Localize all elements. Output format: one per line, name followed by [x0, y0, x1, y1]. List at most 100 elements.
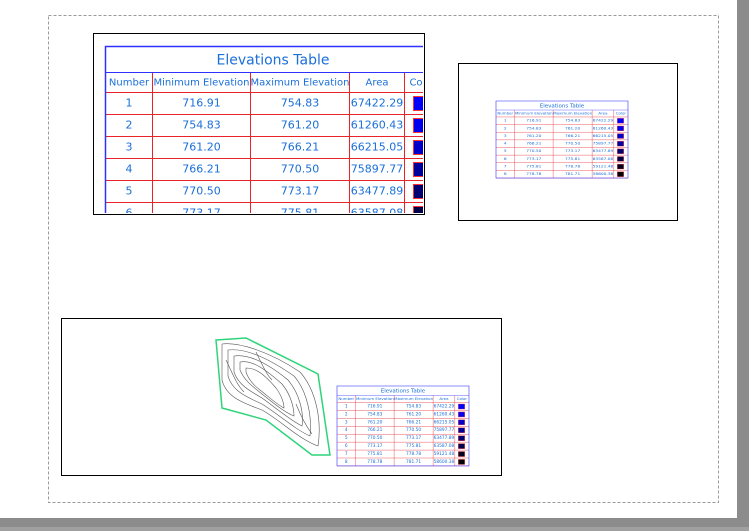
viewport[interactable] [458, 63, 678, 221]
column-header: Maximum Elevation [553, 112, 593, 116]
color-swatch [458, 443, 465, 449]
column-header: Color [616, 112, 627, 116]
table-cell: 2 [504, 126, 507, 131]
color-swatch [458, 451, 465, 457]
color-swatch [413, 184, 423, 199]
table-cell: 716.91 [526, 118, 542, 123]
table-cell: 3 [504, 133, 507, 138]
color-swatch [413, 162, 423, 177]
color-swatch [413, 118, 423, 133]
table-cell: 8 [345, 459, 348, 464]
viewport-content: Elevations Table Number Minimum Elevation M… [104, 45, 423, 220]
table-cell: 63477.89 [434, 435, 455, 440]
table-cell: 775.81 [281, 207, 320, 220]
table-cell: 63587.08 [351, 207, 404, 220]
column-header: Number [109, 78, 150, 89]
boundary[interactable] [215, 337, 331, 456]
table-cell: 7 [345, 451, 348, 456]
table-cell: 770.50 [526, 149, 542, 154]
table-cell: 66215.05 [593, 133, 614, 138]
color-swatch [413, 206, 423, 213]
table-cell: 75897.77 [434, 427, 455, 432]
table-cell: 773.17 [526, 156, 542, 161]
table-border [104, 45, 423, 213]
table-cell: 716.91 [182, 97, 221, 110]
table-cell: 773.17 [406, 435, 422, 440]
table-cell: 754.83 [281, 97, 320, 110]
table-cell: 754.83 [565, 118, 581, 123]
table-cell: 773.17 [565, 149, 581, 154]
table-cell: 754.83 [526, 126, 542, 131]
column-header: Maximum Elevation [394, 397, 434, 401]
table-cell: 770.50 [565, 141, 581, 146]
column-header: Area [598, 112, 607, 116]
table-cell: 781.71 [406, 459, 422, 464]
table-border [336, 385, 470, 467]
table-title: Elevations Table [381, 389, 425, 395]
table-cell: 63587.08 [434, 443, 455, 448]
table-cell: 5 [504, 149, 507, 154]
color-swatch [617, 163, 624, 170]
table-cell: 5 [345, 435, 348, 440]
table-cell: 766.21 [565, 133, 581, 138]
contours [221, 343, 320, 447]
table-cell: 778.78 [565, 164, 581, 169]
table-title: Elevations Table [217, 53, 330, 69]
table-border [495, 100, 629, 179]
table-cell: 63477.89 [593, 149, 614, 154]
table-cell: 770.50 [281, 163, 320, 176]
table-cell: 4 [126, 163, 133, 176]
table-cell: 770.50 [182, 185, 221, 198]
table-cell: 7 [504, 164, 507, 169]
table-cell: 781.71 [565, 171, 581, 176]
table-cell: 59121.48 [593, 164, 614, 169]
table-cell: 775.81 [565, 156, 581, 161]
column-header: Maximum Elevation [251, 78, 350, 89]
table-cell: 61260.43 [593, 126, 614, 131]
viewport[interactable] [93, 33, 425, 215]
color-swatch [617, 118, 624, 124]
color-swatch [458, 427, 465, 433]
color-swatch [617, 148, 624, 154]
table-cell: 761.20 [406, 412, 422, 417]
table-title: Elevations Table [540, 104, 584, 110]
table-cell: 63477.89 [351, 185, 404, 198]
table-cell: 66215.05 [434, 419, 455, 424]
table-cell: 1 [504, 118, 507, 123]
table-cell: 761.20 [526, 133, 542, 138]
table-cell: 1 [126, 97, 133, 110]
elevations-table: Elevations Table Number Minimum Elevation M… [336, 385, 470, 467]
table-cell: 775.81 [526, 164, 542, 169]
table-cell: 773.17 [281, 185, 320, 198]
table-cell: 778.78 [526, 171, 542, 176]
table-cell: 778.78 [367, 459, 383, 464]
table-cell: 6 [504, 156, 507, 161]
color-swatch [617, 156, 624, 162]
table-cell: 67422.29 [434, 404, 455, 409]
table-cell: 4 [345, 427, 348, 432]
color-swatch [413, 96, 423, 111]
table-cell: 61260.43 [434, 412, 455, 417]
table-cell: 754.83 [406, 404, 422, 409]
table-cell: 75897.77 [593, 141, 614, 146]
column-header: Area [439, 397, 448, 401]
table-cell: 61260.43 [351, 119, 404, 132]
table-cell: 761.20 [281, 119, 320, 132]
color-swatch [458, 435, 465, 441]
table-cell: 766.21 [526, 141, 542, 146]
column-header: Minimum Elevation [515, 112, 553, 116]
table-cell: 761.20 [565, 126, 581, 131]
table-cell: 59121.48 [434, 451, 455, 456]
column-header: Minimum Elevation [356, 397, 394, 401]
color-swatch [617, 125, 624, 132]
table-cell: 766.21 [406, 419, 422, 424]
table-cell: 6 [126, 207, 133, 220]
column-header: Minimum Elevation [154, 78, 250, 89]
table-cell: 58600.38 [593, 171, 614, 176]
table-cell: 75897.77 [351, 163, 404, 176]
table-cell: 761.20 [367, 419, 383, 424]
table-cell: 716.91 [367, 404, 383, 409]
table-cell: 754.83 [182, 119, 221, 132]
